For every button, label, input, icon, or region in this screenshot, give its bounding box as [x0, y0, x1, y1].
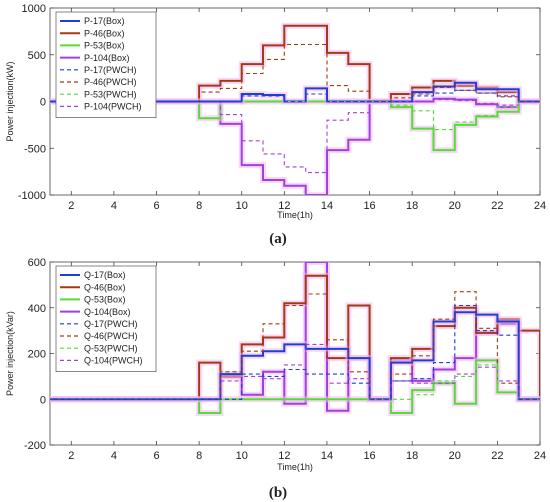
legend-label-p-17-box: P-17(Box) [84, 16, 125, 26]
legend-label-q-17-box: Q-17(Box) [84, 270, 126, 280]
x-tick-label: 10 [236, 450, 248, 462]
y-tick-label: 600 [28, 257, 46, 269]
panel-caption: (a) [269, 231, 287, 247]
legend: P-17(Box) P-46(Box) P-53(Box) P-104(Box) P-1… [55, 11, 157, 118]
y-tick-label: 1000 [22, 3, 46, 15]
x-tick-label: 4 [111, 200, 117, 212]
x-tick-label: 24 [534, 200, 546, 212]
legend-label-q-53-pwch: Q-53(PWCH) [84, 343, 138, 353]
panel-caption: (b) [269, 485, 287, 501]
y-tick-label: -200 [24, 440, 46, 452]
x-tick-label: 22 [491, 450, 503, 462]
y-tick-label: 0 [40, 394, 46, 406]
x-tick-label: 20 [449, 200, 461, 212]
legend-label-p-46-box: P-46(Box) [84, 28, 125, 38]
legend: Q-17(Box) Q-46(Box) Q-53(Box) Q-104(Box) Q-1… [55, 265, 157, 372]
y-tick-label: 200 [28, 349, 46, 361]
x-tick-label: 8 [196, 200, 202, 212]
legend-label-q-104-box: Q-104(Box) [84, 307, 131, 317]
y-tick-label: 500 [28, 50, 46, 62]
legend-label-p-53-pwch: P-53(PWCH) [84, 89, 137, 99]
x-tick-label: 14 [321, 450, 333, 462]
x-tick-label: 12 [278, 200, 290, 212]
x-axis-label: Time(1h) [277, 462, 313, 472]
series-line-q-17-pwch [50, 304, 540, 400]
x-tick-label: 4 [111, 450, 117, 462]
legend-label-q-104-pwch: Q-104(PWCH) [84, 356, 143, 366]
y-tick-label: -1000 [18, 190, 46, 202]
x-tick-label: 6 [153, 200, 159, 212]
y-axis-label: Power injection(kVar) [5, 311, 15, 396]
x-tick-label: 18 [406, 200, 418, 212]
x-tick-label: 10 [236, 200, 248, 212]
legend-box [55, 11, 157, 118]
legend-label-p-46-pwch: P-46(PWCH) [84, 77, 137, 87]
x-tick-label: 20 [449, 450, 461, 462]
x-axis-label: Time(1h) [277, 210, 313, 220]
x-tick-label: 2 [68, 450, 74, 462]
x-tick-label: 24 [534, 450, 546, 462]
legend-label-p-53-box: P-53(Box) [84, 41, 125, 51]
legend-box [55, 265, 157, 372]
series-line-q-104-pwch [50, 343, 540, 400]
legend-label-q-46-box: Q-46(Box) [84, 282, 126, 292]
chart-panel-a: 2 4 6 8 10 12 14 16 18 20 22 24-1000-50005001000Tim… [5, 3, 546, 247]
x-tick-label: 16 [363, 450, 375, 462]
legend-label-q-17-pwch: Q-17(PWCH) [84, 319, 138, 329]
x-tick-label: 16 [363, 200, 375, 212]
y-tick-label: -500 [24, 143, 46, 155]
series-line-p-17-pwch [50, 89, 540, 103]
legend-label-p-104-pwch: P-104(PWCH) [84, 102, 142, 112]
series-line-p-17-box [50, 81, 540, 103]
y-tick-label: 0 [40, 97, 46, 109]
legend-label-q-53-box: Q-53(Box) [84, 295, 126, 305]
series-line-q-17-box [50, 311, 540, 401]
legend-label-p-104-box: P-104(Box) [84, 53, 130, 63]
legend-label-p-17-pwch: P-17(PWCH) [84, 65, 137, 75]
x-tick-label: 12 [278, 450, 290, 462]
x-tick-label: 18 [406, 450, 418, 462]
x-tick-label: 2 [68, 200, 74, 212]
x-tick-label: 22 [491, 200, 503, 212]
x-tick-label: 14 [321, 200, 333, 212]
y-axis-label: Power injection(kW) [5, 61, 15, 141]
legend-label-q-46-pwch: Q-46(PWCH) [84, 331, 138, 341]
series-line-q-53-pwch [50, 364, 540, 400]
x-tick-label: 6 [153, 450, 159, 462]
y-tick-label: 400 [28, 303, 46, 315]
chart-panel-b: 2 4 6 8 10 12 14 16 18 20 22 24-2000200400600Time(1… [5, 257, 546, 501]
x-tick-label: 8 [196, 450, 202, 462]
